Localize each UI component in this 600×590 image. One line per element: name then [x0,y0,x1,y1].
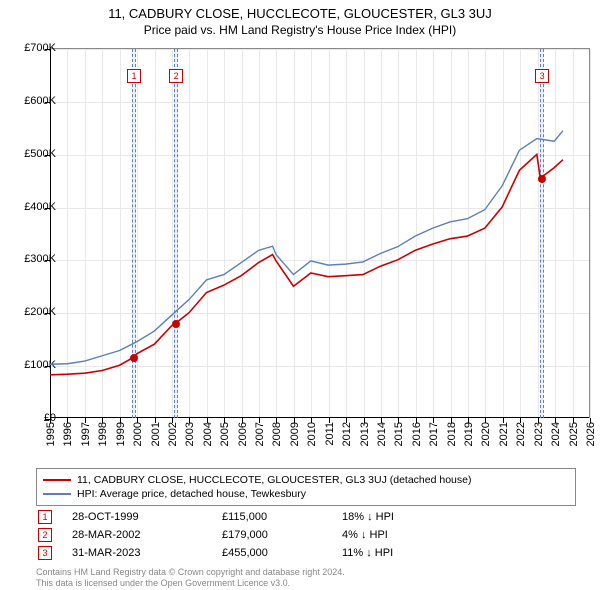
footer-line-2: This data is licensed under the Open Gov… [36,578,345,589]
legend: 11, CADBURY CLOSE, HUCCLECOTE, GLOUCESTE… [36,468,576,506]
x-axis-label: 2016 [411,422,423,446]
sale-event-price: £455,000 [222,547,342,559]
x-axis-label: 2012 [341,422,353,446]
x-axis-label: 1996 [62,422,74,446]
x-axis-label: 2017 [428,422,440,446]
x-axis-label: 1997 [80,422,92,446]
chart-title: 11, CADBURY CLOSE, HUCCLECOTE, GLOUCESTE… [0,0,600,21]
sale-point-dot [130,354,138,362]
legend-item: 11, CADBURY CLOSE, HUCCLECOTE, GLOUCESTE… [43,473,569,487]
chart-lines [50,49,589,418]
x-axis-label: 2006 [237,422,249,446]
x-axis-label: 2009 [289,422,301,446]
x-axis-label: 2008 [271,422,283,446]
legend-label: 11, CADBURY CLOSE, HUCCLECOTE, GLOUCESTE… [77,474,471,486]
sale-event-date: 31-MAR-2023 [72,547,222,559]
x-axis-label: 2022 [515,422,527,446]
sale-marker-label: 2 [169,69,183,83]
x-axis-label: 2004 [202,422,214,446]
x-axis-label: 2003 [184,422,196,446]
x-axis-label: 2024 [550,422,562,446]
legend-swatch [43,493,71,495]
sale-point-dot [538,175,546,183]
sale-marker-label: 3 [535,69,549,83]
x-axis-label: 2015 [393,422,405,446]
x-axis-label: 1998 [97,422,109,446]
sale-event-num: 3 [38,546,52,560]
x-axis-label: 2011 [324,422,336,446]
legend-item: HPI: Average price, detached house, Tewk… [43,487,569,501]
chart-subtitle: Price paid vs. HM Land Registry's House … [0,21,600,37]
footer-line-1: Contains HM Land Registry data © Crown c… [36,567,345,578]
legend-label: HPI: Average price, detached house, Tewk… [77,488,306,500]
sale-event-price: £115,000 [222,511,342,523]
series-line-hpi [50,131,563,365]
sale-event-num: 2 [38,528,52,542]
x-axis-label: 2000 [132,422,144,446]
x-axis-label: 2023 [533,422,545,446]
x-axis-label: 2007 [254,422,266,446]
sale-event-price: £179,000 [222,529,342,541]
sale-event-diff: 4% ↓ HPI [342,529,462,541]
sale-event-date: 28-OCT-1999 [72,511,222,523]
x-axis-label: 2018 [446,422,458,446]
sale-event-row: 3 31-MAR-2023£455,00011% ↓ HPI [36,544,576,562]
sale-event-diff: 18% ↓ HPI [342,511,462,523]
x-axis-label: 2002 [167,422,179,446]
x-axis-label: 2020 [480,422,492,446]
x-axis-label: 2010 [306,422,318,446]
x-axis-label: 1995 [45,422,57,446]
chart-plot-area: 1 2 3 [50,48,590,418]
sale-point-dot [172,320,180,328]
x-axis-label: 2021 [498,422,510,446]
sale-event-row: 2 28-MAR-2002£179,0004% ↓ HPI [36,526,576,544]
sale-event-diff: 11% ↓ HPI [342,547,462,559]
x-axis-label: 1999 [115,422,127,446]
footer-attribution: Contains HM Land Registry data © Crown c… [36,567,345,589]
x-axis-label: 2005 [219,422,231,446]
x-axis-label: 2014 [376,422,388,446]
legend-swatch [43,479,71,481]
x-axis-label: 2001 [150,422,162,446]
sale-event-date: 28-MAR-2002 [72,529,222,541]
x-axis-label: 2026 [585,422,597,446]
sale-event-num: 1 [38,510,52,524]
x-axis-label: 2025 [568,422,580,446]
x-axis-label: 2013 [359,422,371,446]
sale-events-table: 1 28-OCT-1999£115,00018% ↓ HPI 2 28-MAR-200… [36,508,576,562]
x-axis-label: 2019 [463,422,475,446]
sale-event-row: 1 28-OCT-1999£115,00018% ↓ HPI [36,508,576,526]
sale-marker-label: 1 [127,69,141,83]
